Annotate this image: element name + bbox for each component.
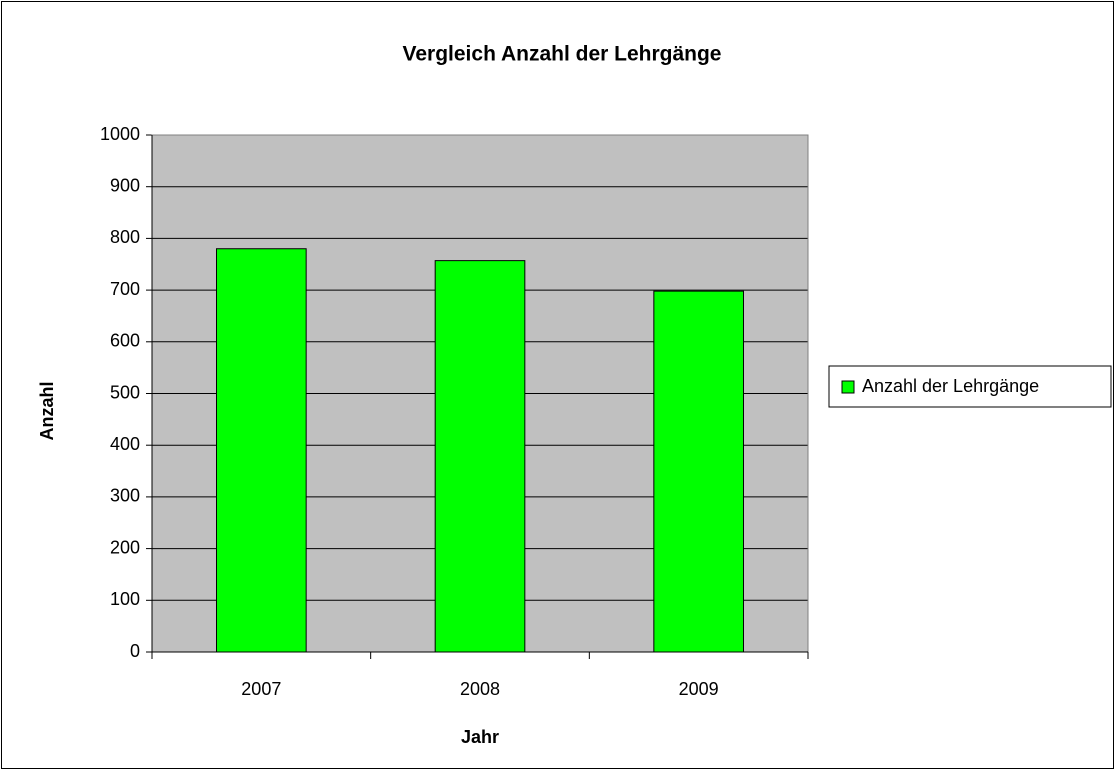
bar	[216, 248, 307, 653]
y-tick-label: 200	[110, 537, 140, 557]
y-tick-label: 900	[110, 175, 140, 195]
bar	[653, 290, 744, 653]
y-tick-label: 700	[110, 279, 140, 299]
legend-label: Anzahl der Lehrgänge	[862, 376, 1039, 396]
y-tick-label: 500	[110, 382, 140, 402]
y-tick-label: 800	[110, 227, 140, 247]
x-tick-label: 2008	[460, 679, 500, 699]
x-axis-label: Jahr	[461, 727, 499, 747]
y-tick-label: 1000	[100, 124, 140, 144]
y-tick-label: 300	[110, 486, 140, 506]
y-tick-label: 400	[110, 434, 140, 454]
chart-title: Vergleich Anzahl der Lehrgänge	[403, 43, 722, 66]
legend-box	[828, 365, 1112, 408]
legend-swatch	[841, 380, 855, 394]
x-tick-label: 2007	[241, 679, 281, 699]
y-axis-label: Anzahl	[37, 381, 57, 440]
bar	[434, 260, 526, 653]
y-tick-label: 100	[110, 589, 140, 609]
y-tick-label: 600	[110, 331, 140, 351]
y-tick-label: 0	[130, 641, 140, 661]
x-tick-label: 2009	[679, 679, 719, 699]
